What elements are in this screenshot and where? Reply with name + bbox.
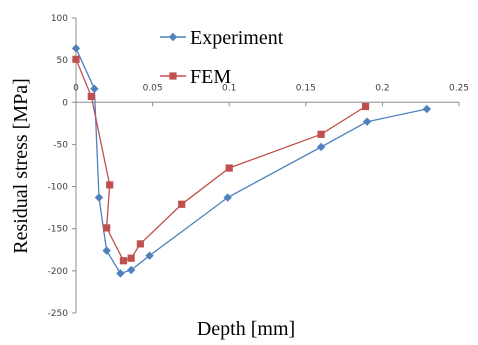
x-tick-label: 0.15 bbox=[296, 83, 316, 93]
y-tick-label: -250 bbox=[48, 309, 69, 319]
data-point bbox=[225, 164, 233, 172]
series-fem bbox=[72, 55, 370, 265]
data-point bbox=[178, 200, 186, 208]
data-point bbox=[422, 104, 432, 114]
data-point bbox=[361, 102, 370, 111]
legend-entry: Experiment bbox=[160, 27, 284, 49]
x-tick-label: 0.05 bbox=[143, 83, 163, 93]
data-point bbox=[126, 265, 136, 275]
data-point bbox=[223, 193, 232, 202]
data-point bbox=[90, 84, 99, 93]
y-tick-label: -50 bbox=[53, 140, 68, 150]
legend-marker bbox=[169, 72, 177, 80]
axes bbox=[72, 17, 460, 314]
x-tick-label: 0.1 bbox=[222, 83, 236, 93]
data-point bbox=[136, 240, 144, 248]
y-axis-title: Residual stress [MPa] bbox=[10, 78, 32, 254]
series-layer bbox=[71, 44, 432, 278]
data-point bbox=[127, 254, 135, 262]
legend-entry: FEM bbox=[160, 66, 231, 88]
x-tick-label: 0.2 bbox=[375, 83, 389, 93]
data-point bbox=[317, 130, 325, 138]
y-tick-label: 50 bbox=[57, 56, 69, 66]
legend-label: FEM bbox=[190, 66, 231, 88]
data-point bbox=[119, 257, 128, 265]
x-tick-label: 0.25 bbox=[449, 83, 469, 93]
y-tick-label: -150 bbox=[48, 225, 69, 235]
y-tick-label: 0 bbox=[62, 98, 68, 108]
legend-label: Experiment bbox=[190, 27, 284, 49]
series-line bbox=[75, 48, 427, 275]
data-point bbox=[106, 181, 114, 189]
data-point bbox=[362, 117, 372, 126]
y-tick-label: -200 bbox=[48, 267, 69, 277]
series-line bbox=[75, 59, 366, 262]
legend-marker bbox=[168, 32, 178, 42]
data-point bbox=[87, 92, 95, 100]
x-tick-label: 0 bbox=[73, 83, 79, 93]
data-point bbox=[316, 142, 326, 152]
data-point bbox=[103, 224, 111, 232]
y-tick-label: 100 bbox=[51, 14, 68, 24]
x-axis-title: Depth [mm] bbox=[197, 318, 295, 340]
y-tick-label: -100 bbox=[48, 183, 69, 193]
data-point bbox=[116, 269, 125, 278]
data-point bbox=[145, 251, 154, 260]
data-point bbox=[72, 55, 80, 63]
data-point bbox=[94, 193, 104, 202]
series-experiment bbox=[71, 44, 432, 278]
legend: Experiment FEM bbox=[160, 27, 284, 88]
tick-labels: 100 50 0 -50 -100 -150 -200 -250 0 0.05 0.1 0.15 0.2… bbox=[48, 14, 469, 319]
data-point bbox=[102, 246, 111, 255]
data-point bbox=[71, 44, 81, 53]
